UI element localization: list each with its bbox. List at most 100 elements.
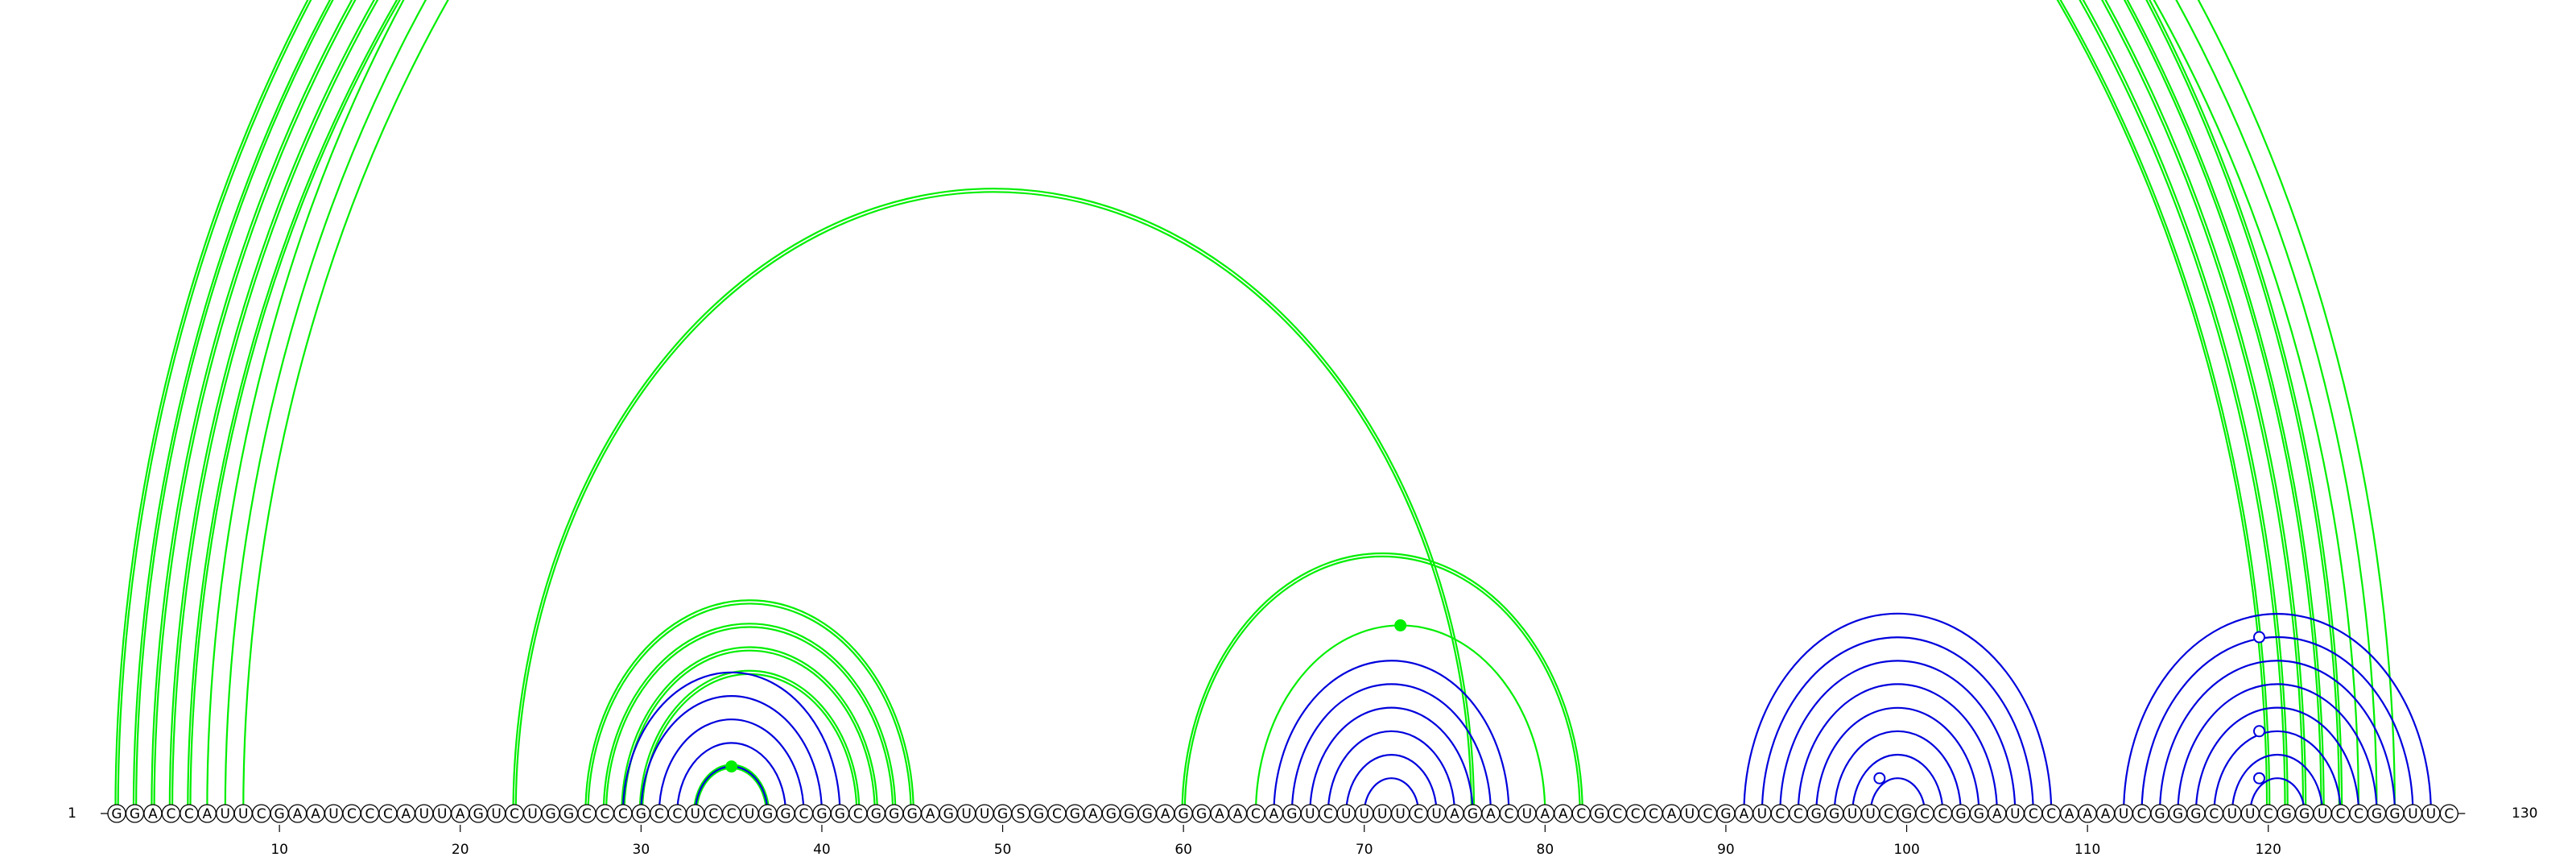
nucleotide-84: C: [1608, 805, 1626, 822]
nucleotide-letter: C: [1576, 806, 1586, 822]
green-arc-3-122: [155, 0, 2304, 814]
nucleotide-letter: G: [2389, 806, 2400, 822]
nucleotide-7: U: [217, 805, 234, 822]
nucleotide-65: A: [1265, 805, 1282, 822]
nucleotide-letter: A: [1233, 806, 1243, 822]
nucleotide-letter: U: [2119, 806, 2128, 822]
green-arc-1-124: [118, 0, 2339, 814]
blue-arc-92-107: [1762, 637, 2033, 814]
nucleotide-71: U: [1373, 805, 1391, 822]
nucleotide-25: G: [542, 805, 559, 822]
nucleotide-letter: G: [1179, 806, 1189, 822]
nucleotide-106: U: [2006, 805, 2024, 822]
nucleotide-letter: A: [1992, 806, 2002, 822]
nucleotide-letter: C: [166, 806, 175, 822]
nucleotide-letter: A: [2083, 806, 2092, 822]
nucleotide-33: U: [687, 805, 704, 822]
nucleotide-4: C: [162, 805, 180, 822]
nucleotide-15: C: [361, 805, 378, 822]
nucleotide-letter: A: [456, 806, 465, 822]
nucleotide-127: G: [2386, 805, 2404, 822]
nucleotide-letter: G: [275, 806, 285, 822]
nucleotide-64: C: [1247, 805, 1265, 822]
nucleotide-5: C: [180, 805, 198, 822]
nucleotide-letter: C: [618, 806, 628, 822]
green-arc-5-120: [190, 0, 2267, 814]
nucleotide-letter: G: [1034, 806, 1044, 822]
nucleotide-45: G: [903, 805, 921, 822]
nucleotide-letter: U: [1431, 806, 1441, 822]
nucleotide-letter: C: [1323, 806, 1333, 822]
nucleotide-37: G: [759, 805, 777, 822]
nucleotide-letter: C: [2354, 806, 2363, 822]
nucleotide-91: A: [1735, 805, 1752, 822]
nucleotide-letter: G: [1196, 806, 1207, 822]
nucleotide-letter: C: [2137, 806, 2147, 822]
nucleotide-77: A: [1482, 805, 1500, 822]
nucleotide-121: G: [2277, 805, 2295, 822]
nucleotide-letter: U: [1360, 806, 1369, 822]
nucleotide-23: C: [506, 805, 523, 822]
nucleotide-57: G: [1121, 805, 1138, 822]
nucleotide-44: G: [886, 805, 903, 822]
nucleotide-114: G: [2151, 805, 2169, 822]
nucleotide-22: U: [488, 805, 506, 822]
nucleotide-letter: C: [853, 806, 863, 822]
nucleotide-16: C: [379, 805, 397, 822]
nucleotide-72: U: [1392, 805, 1410, 822]
tick-label-70: 70: [1356, 842, 1373, 857]
nucleotide-112: U: [2115, 805, 2132, 822]
nucleotide-letter: G: [1468, 806, 1478, 822]
tick-label-80: 80: [1537, 842, 1554, 857]
green-arc-30-42: [642, 674, 857, 814]
blue-arc-70-73: [1364, 778, 1418, 814]
nucleotide-87: A: [1663, 805, 1681, 822]
nucleotide-letter: A: [2101, 806, 2111, 822]
green-arc-27-45: [585, 600, 913, 814]
nucleotide-letter: C: [1649, 806, 1658, 822]
nucleotide-letter: C: [2029, 806, 2038, 822]
nucleotide-90: G: [1717, 805, 1735, 822]
nucleotide-letter: G: [997, 806, 1008, 822]
nucleotide-letter: U: [1757, 806, 1767, 822]
nucleotide-letter: C: [1703, 806, 1713, 822]
nucleotide-letter: U: [419, 806, 429, 822]
nucleotide-letter: G: [1594, 806, 1604, 822]
nucleotide-48: U: [958, 805, 976, 822]
nucleotide-117: C: [2205, 805, 2223, 822]
nucleotide-126: G: [2368, 805, 2386, 822]
nucleotide-62: A: [1211, 805, 1228, 822]
nucleotide-75: A: [1446, 805, 1463, 822]
green-arc-3-122: [151, 0, 2306, 814]
nucleotide-letter: G: [636, 806, 646, 822]
nucleotide-letter: G: [816, 806, 827, 822]
nucleotide-63: A: [1229, 805, 1247, 822]
nucleotide-letter: C: [347, 806, 357, 822]
nucleotide-letter: G: [1070, 806, 1080, 822]
nucleotides: GGACCAUUCGAAUCCCAUUAGUCUGGCCCGCCUCCUGGCG…: [108, 805, 2458, 822]
nucleotide-102: C: [1934, 805, 1951, 822]
blue-arc-116-125: [2196, 708, 2359, 814]
nucleotide-letter: G: [835, 806, 845, 822]
green-arc-4-121: [170, 0, 2288, 814]
green-arc-2-123: [136, 0, 2321, 814]
nucleotide-66: G: [1283, 805, 1301, 822]
nucleotide-99: C: [1880, 805, 1897, 822]
nucleotide-letter: U: [491, 806, 501, 822]
nucleotide-30: G: [632, 805, 650, 822]
nucleotide-letter: G: [762, 806, 773, 822]
nucleotide-letter: U: [221, 806, 230, 822]
nucleotide-letter: G: [1286, 806, 1297, 822]
nucleotide-103: G: [1952, 805, 1970, 822]
nucleotide-letter: C: [383, 806, 393, 822]
nucleotide-letter: G: [1829, 806, 1839, 822]
nucleotide-123: U: [2314, 805, 2331, 822]
nucleotide-letter: U: [238, 806, 248, 822]
nucleotide-letter: C: [1775, 806, 1785, 822]
nucleotide-letter: G: [2299, 806, 2310, 822]
nucleotide-9: C: [253, 805, 270, 822]
nucleotide-96: G: [1826, 805, 1843, 822]
nucleotide-86: C: [1645, 805, 1662, 822]
nucleotide-letter: U: [745, 806, 754, 822]
